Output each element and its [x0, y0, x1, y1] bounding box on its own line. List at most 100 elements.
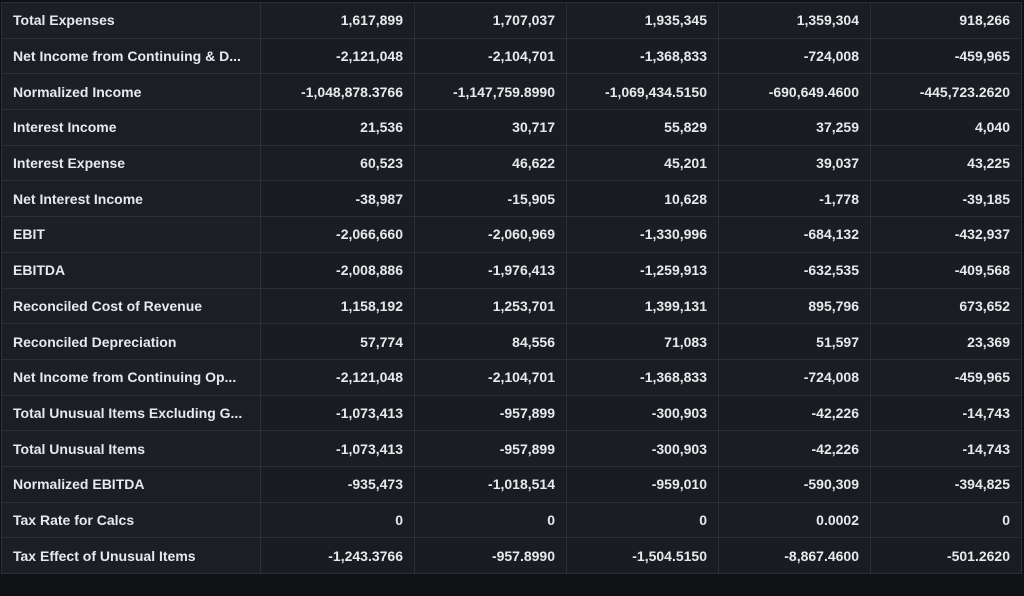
- table-row: Reconciled Depreciation 57,774 84,556 71,08…: [2, 324, 1022, 360]
- table-row: Tax Effect of Unusual Items -1,243.3766 -9…: [2, 538, 1022, 574]
- value-cell: -632,535: [719, 252, 871, 288]
- value-cell: -42,226: [719, 431, 871, 467]
- value-cell: 55,829: [567, 110, 719, 146]
- table-row: Reconciled Cost of Revenue 1,158,192 1,253…: [2, 288, 1022, 324]
- value-cell: 23,369: [871, 324, 1022, 360]
- value-cell: -690,649.4600: [719, 74, 871, 110]
- table-row: EBITDA -2,008,886 -1,976,413 -1,259,913 -632…: [2, 252, 1022, 288]
- table-row: Net Interest Income -38,987 -15,905 10,628-…: [2, 181, 1022, 217]
- value-cell: -1,259,913: [567, 252, 719, 288]
- value-cell: -957.8990: [415, 538, 567, 574]
- table-body: Total Expenses 1,617,899 1,707,037 1,935,34…: [2, 3, 1022, 574]
- table-row: Net Income from Continuing & D... -2,121,…: [2, 38, 1022, 74]
- value-cell: -684,132: [719, 217, 871, 253]
- value-cell: 895,796: [719, 288, 871, 324]
- value-cell: -2,060,969: [415, 217, 567, 253]
- value-cell: 57,774: [261, 324, 415, 360]
- table-row: Total Unusual Items Excluding G... -1,073…: [2, 395, 1022, 431]
- value-cell: -8,867.4600: [719, 538, 871, 574]
- row-label: Net Interest Income: [2, 181, 261, 217]
- value-cell: -14,743: [871, 395, 1022, 431]
- table-row: Tax Rate for Calcs 0 0 0 0.0002 0: [2, 502, 1022, 538]
- value-cell: 0: [567, 502, 719, 538]
- value-cell: 37,259: [719, 110, 871, 146]
- value-cell: 1,935,345: [567, 3, 719, 39]
- value-cell: -957,899: [415, 395, 567, 431]
- row-label: EBITDA: [2, 252, 261, 288]
- row-label: Tax Effect of Unusual Items: [2, 538, 261, 574]
- row-label: EBIT: [2, 217, 261, 253]
- value-cell: -300,903: [567, 431, 719, 467]
- value-cell: -1,976,413: [415, 252, 567, 288]
- value-cell: -501.2620: [871, 538, 1022, 574]
- row-label: Reconciled Cost of Revenue: [2, 288, 261, 324]
- value-cell: 0: [261, 502, 415, 538]
- value-cell: -1,368,833: [567, 38, 719, 74]
- value-cell: 43,225: [871, 145, 1022, 181]
- table-row: Interest Income 21,536 30,717 55,829 37,259 4…: [2, 110, 1022, 146]
- financial-data-table: Total Expenses 1,617,899 1,707,037 1,935,34…: [1, 2, 1022, 574]
- value-cell: -394,825: [871, 466, 1022, 502]
- value-cell: -724,008: [719, 359, 871, 395]
- row-label: Normalized Income: [2, 74, 261, 110]
- value-cell: -1,330,996: [567, 217, 719, 253]
- value-cell: -39,185: [871, 181, 1022, 217]
- value-cell: -1,018,514: [415, 466, 567, 502]
- value-cell: -445,723.2620: [871, 74, 1022, 110]
- value-cell: -2,066,660: [261, 217, 415, 253]
- value-cell: 4,040: [871, 110, 1022, 146]
- value-cell: 673,652: [871, 288, 1022, 324]
- value-cell: -1,073,413: [261, 431, 415, 467]
- value-cell: -14,743: [871, 431, 1022, 467]
- value-cell: -2,121,048: [261, 359, 415, 395]
- value-cell: 1,253,701: [415, 288, 567, 324]
- value-cell: -590,309: [719, 466, 871, 502]
- value-cell: 30,717: [415, 110, 567, 146]
- row-label: Total Expenses: [2, 3, 261, 39]
- value-cell: -42,226: [719, 395, 871, 431]
- value-cell: -1,048,878.3766: [261, 74, 415, 110]
- value-cell: 0.0002: [719, 502, 871, 538]
- value-cell: 21,536: [261, 110, 415, 146]
- value-cell: 71,083: [567, 324, 719, 360]
- value-cell: 0: [871, 502, 1022, 538]
- value-cell: -1,778: [719, 181, 871, 217]
- value-cell: -2,008,886: [261, 252, 415, 288]
- row-label: Tax Rate for Calcs: [2, 502, 261, 538]
- value-cell: -957,899: [415, 431, 567, 467]
- row-label: Net Income from Continuing & D...: [2, 38, 261, 74]
- value-cell: -1,147,759.8990: [415, 74, 567, 110]
- value-cell: -409,568: [871, 252, 1022, 288]
- value-cell: 10,628: [567, 181, 719, 217]
- value-cell: -1,073,413: [261, 395, 415, 431]
- value-cell: 0: [415, 502, 567, 538]
- row-label: Interest Expense: [2, 145, 261, 181]
- value-cell: -724,008: [719, 38, 871, 74]
- row-label: Net Income from Continuing Op...: [2, 359, 261, 395]
- value-cell: -2,121,048: [261, 38, 415, 74]
- bottom-scroll-strip: [0, 589, 1024, 596]
- value-cell: -2,104,701: [415, 359, 567, 395]
- value-cell: -300,903: [567, 395, 719, 431]
- table-row: Interest Expense 60,523 46,622 45,201 39,037…: [2, 145, 1022, 181]
- row-label: Normalized EBITDA: [2, 466, 261, 502]
- table-row: Total Unusual Items -1,073,413 -957,899 -30…: [2, 431, 1022, 467]
- value-cell: -2,104,701: [415, 38, 567, 74]
- value-cell: 1,359,304: [719, 3, 871, 39]
- value-cell: -1,368,833: [567, 359, 719, 395]
- value-cell: 60,523: [261, 145, 415, 181]
- row-label: Interest Income: [2, 110, 261, 146]
- value-cell: -432,937: [871, 217, 1022, 253]
- value-cell: -1,243.3766: [261, 538, 415, 574]
- value-cell: 918,266: [871, 3, 1022, 39]
- value-cell: 39,037: [719, 145, 871, 181]
- row-label: Total Unusual Items Excluding G...: [2, 395, 261, 431]
- value-cell: -935,473: [261, 466, 415, 502]
- table-row: Normalized EBITDA -935,473 -1,018,514 -959,…: [2, 466, 1022, 502]
- table-row: Total Expenses 1,617,899 1,707,037 1,935,34…: [2, 3, 1022, 39]
- table-row: Normalized Income -1,048,878.3766 -1,147,7…: [2, 74, 1022, 110]
- value-cell: -459,965: [871, 359, 1022, 395]
- value-cell: -15,905: [415, 181, 567, 217]
- value-cell: 45,201: [567, 145, 719, 181]
- value-cell: -1,069,434.5150: [567, 74, 719, 110]
